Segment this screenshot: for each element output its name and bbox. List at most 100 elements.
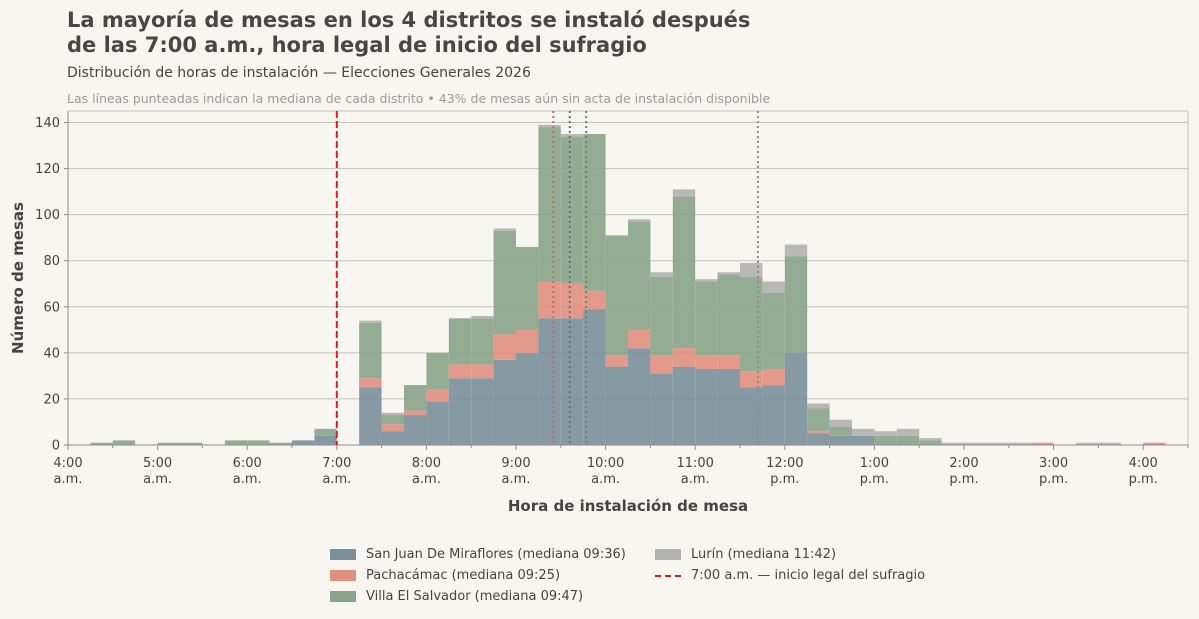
bar-segment (650, 276, 673, 356)
y-tick-label: 140 (35, 116, 60, 131)
x-tick-label-period: a.m. (681, 472, 710, 487)
bar-segment (762, 281, 785, 293)
x-tick-label-period: a.m. (591, 472, 620, 487)
bar-segment (538, 127, 561, 282)
bar-segment (493, 230, 516, 335)
bar-segment (359, 320, 382, 323)
x-axis-title: Hora de instalación de mesa (508, 497, 748, 515)
bar-segment (426, 389, 449, 402)
bar-segment (628, 348, 651, 445)
x-tick-label-period: p.m. (949, 472, 978, 487)
bar-segment (650, 355, 673, 374)
bar-segment (560, 283, 584, 319)
y-tick-label: 80 (43, 254, 60, 269)
bar-segment (180, 442, 203, 445)
legend-item: Villa El Salvador (mediana 09:47) (330, 588, 655, 605)
y-tick-label: 0 (52, 439, 60, 454)
x-tick-label: 8:00 (412, 456, 441, 471)
legend-swatch (330, 591, 356, 602)
y-axis-title: Número de mesas (9, 202, 27, 354)
bar-segment (650, 272, 673, 277)
bar-segment (695, 279, 718, 282)
bar-segment (829, 426, 852, 436)
x-tick-label-period: a.m. (143, 472, 172, 487)
x-tick-label-period: a.m. (233, 472, 262, 487)
bar-segment (605, 355, 628, 367)
bar-segment (762, 385, 785, 445)
bar-segment (762, 292, 785, 369)
x-tick-label-period: a.m. (412, 472, 441, 487)
bar-segment (404, 410, 427, 416)
bar-segment (426, 352, 449, 390)
bar-segment (740, 263, 763, 277)
bar-segment (560, 318, 584, 445)
bar-segment (516, 352, 539, 445)
bar-segment (538, 124, 561, 128)
legend-label: 7:00 a.m. — inicio legal del sufragio (691, 568, 926, 583)
bar-segment (1076, 442, 1099, 445)
x-tick-label-period: a.m. (54, 472, 83, 487)
bar-segment (583, 134, 606, 291)
bar-segment (807, 403, 830, 409)
bar-segment (426, 401, 449, 445)
bar-segment (381, 431, 404, 445)
bar-segment (829, 419, 852, 427)
x-tick-label-period: p.m. (1039, 472, 1068, 487)
bar-segment (471, 318, 494, 365)
bar-segment (314, 428, 337, 436)
y-tick-label: 120 (35, 162, 60, 177)
bar-segment (493, 359, 516, 445)
bar-segment (157, 442, 180, 445)
bar-segment (964, 442, 987, 445)
x-tick-label: 6:00 (233, 456, 262, 471)
bar-segment (1008, 442, 1032, 445)
bar-segment (605, 235, 628, 356)
bar-segment (672, 366, 696, 445)
bar-segment (1143, 442, 1166, 445)
bar-segment (852, 435, 875, 445)
bar-segment (672, 189, 696, 197)
chart-note: Las líneas punteadas indican la mediana … (67, 91, 771, 106)
bar-segment (695, 281, 718, 356)
x-tick-label-period: a.m. (322, 472, 351, 487)
bar-segment (986, 442, 1009, 445)
x-tick-label: 1:00 (860, 456, 889, 471)
bar-segment (404, 385, 427, 411)
bar-segment (740, 276, 763, 372)
legend-item: Pachacámac (mediana 09:25) (330, 567, 655, 584)
x-tick-label: 3:00 (1039, 456, 1068, 471)
legend-item: 7:00 a.m. — inicio legal del sufragio (655, 567, 955, 584)
legend-swatch (655, 549, 681, 560)
bar-segment (605, 366, 628, 445)
bar-segment (538, 281, 561, 319)
bar-segment (448, 364, 472, 379)
chart-title-line-1: La mayoría de mesas en los 4 distritos s… (67, 8, 751, 32)
bar-segment (1031, 442, 1054, 445)
bar-segment (672, 196, 696, 349)
bar-segment (538, 318, 561, 445)
bar-segment (628, 329, 651, 349)
x-tick-label: 4:00 (1129, 456, 1158, 471)
bar-segment (224, 440, 248, 445)
bar-segment (560, 136, 584, 284)
bar-segment (1098, 442, 1121, 445)
legend-label: San Juan De Miraflores (mediana 09:36) (366, 547, 626, 562)
bar-segment (852, 428, 875, 436)
bar-segment (359, 378, 382, 388)
bar-segment (359, 322, 382, 379)
bar-segment (404, 415, 427, 445)
bar-segment (740, 387, 763, 445)
x-tick-label: 7:00 (322, 456, 351, 471)
legend-label: Lurín (mediana 11:42) (691, 547, 837, 562)
bar-segment (919, 440, 942, 445)
y-tick-label: 40 (43, 346, 60, 361)
bar-segment (381, 424, 404, 432)
bar-segment (516, 246, 539, 330)
x-tick-label: 11:00 (676, 456, 713, 471)
bar-segment (516, 329, 539, 353)
bars (90, 124, 1166, 445)
chart-title: La mayoría de mesas en los 4 distritos s… (67, 8, 1167, 58)
x-tick-label: 4:00 (53, 456, 82, 471)
bar-segment (807, 408, 830, 432)
legend-swatch-line (655, 574, 681, 577)
